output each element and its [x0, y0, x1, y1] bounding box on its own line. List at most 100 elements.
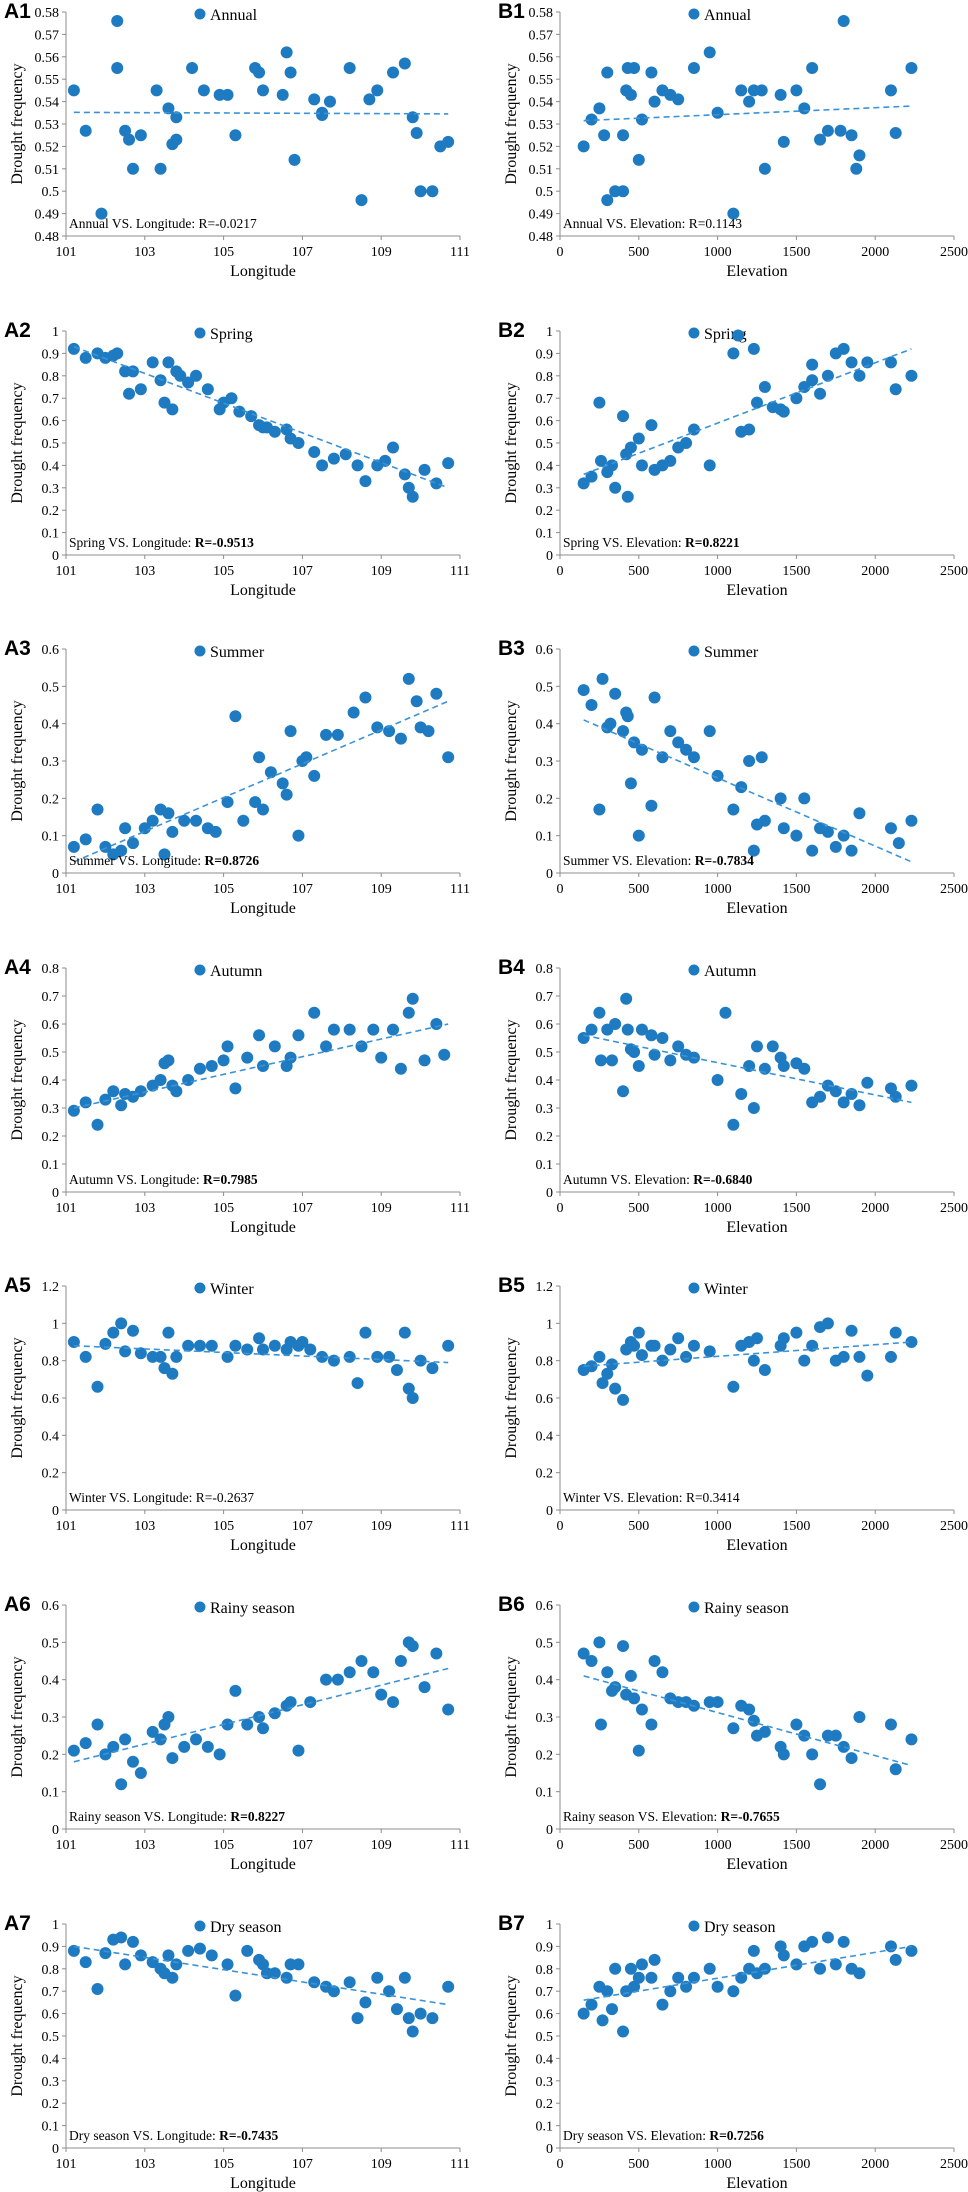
legend-marker: [194, 1601, 206, 1613]
y-tick-label: 0.2: [536, 1467, 554, 1482]
data-point: [837, 1935, 850, 1948]
data-point: [166, 403, 179, 416]
data-point: [154, 162, 167, 175]
y-tick-label: 0.8: [42, 370, 60, 385]
y-tick-label: 0.4: [536, 1074, 554, 1089]
data-point: [777, 1332, 790, 1345]
data-point: [213, 1748, 226, 1761]
y-tick-label: 0.2: [42, 1130, 60, 1145]
data-point: [617, 185, 630, 198]
data-point: [837, 1350, 850, 1363]
correlation-value: R=-0.0217: [199, 216, 257, 231]
data-point: [217, 1054, 230, 1067]
data-point: [442, 135, 455, 148]
data-point: [241, 1051, 254, 1064]
data-point: [609, 481, 622, 494]
data-point: [115, 1778, 128, 1791]
data-point: [837, 1740, 850, 1753]
data-point: [99, 1093, 112, 1106]
data-point: [170, 1350, 183, 1363]
x-tick-label: 109: [371, 2157, 392, 2172]
correlation-annotation: Rainy season VS. Longitude: R=0.8227: [69, 1809, 285, 1824]
correlation-value: R=-0.6840: [693, 1172, 752, 1187]
legend-marker: [688, 8, 700, 20]
data-point: [656, 1666, 669, 1679]
data-point: [308, 93, 321, 106]
data-point: [162, 102, 175, 115]
x-tick-label: 1000: [704, 564, 732, 579]
data-point: [343, 62, 356, 74]
data-point: [751, 1040, 763, 1053]
data-point: [774, 792, 787, 805]
x-tick-label: 111: [450, 245, 470, 260]
x-tick-label: 105: [213, 564, 234, 579]
data-point: [257, 1958, 269, 1971]
x-tick-label: 101: [56, 1201, 77, 1216]
data-point: [410, 695, 423, 708]
data-point: [225, 392, 238, 405]
data-point: [747, 1714, 760, 1727]
data-point: [727, 347, 740, 360]
panel-label-b2: B2: [498, 319, 525, 342]
y-tick-label: 0.9: [42, 347, 60, 362]
data-point: [67, 1944, 80, 1957]
x-tick-label: 500: [628, 1201, 649, 1216]
data-point: [609, 1962, 622, 1975]
data-point: [845, 129, 858, 142]
data-point: [727, 1722, 740, 1735]
data-point: [837, 14, 850, 27]
legend-label: Spring: [210, 326, 253, 343]
data-point: [99, 1947, 112, 1960]
data-point: [371, 1971, 384, 1984]
data-point: [402, 1382, 415, 1395]
data-point: [229, 1989, 242, 2002]
data-point: [158, 396, 171, 409]
data-point: [166, 1367, 179, 1380]
panel-label-b3: B3: [498, 637, 525, 660]
y-tick-label: 0.7: [536, 392, 554, 407]
x-tick-label: 0: [557, 1519, 564, 1534]
x-axis-title: Elevation: [726, 900, 787, 917]
data-point: [257, 1343, 269, 1356]
x-tick-label: 1000: [704, 882, 732, 897]
data-point: [288, 153, 301, 166]
data-point: [260, 421, 273, 434]
panel-label-b6: B6: [498, 1593, 525, 1616]
data-point: [601, 1367, 614, 1380]
y-tick-label: 0.51: [35, 163, 60, 178]
data-point: [861, 1369, 874, 1382]
data-point: [617, 1640, 630, 1653]
data-point: [585, 699, 598, 711]
data-point: [182, 1944, 195, 1957]
y-tick-label: 0.4: [42, 459, 60, 474]
data-point: [67, 1336, 80, 1348]
data-point: [850, 162, 863, 175]
data-point: [664, 1054, 677, 1067]
correlation-annotation: Winter VS. Elevation: R=0.3414: [563, 1490, 740, 1505]
data-point: [905, 1079, 918, 1092]
correlation-prefix: Summer VS. Elevation:: [563, 853, 695, 868]
data-point: [806, 358, 819, 371]
y-tick-label: 0.6: [536, 643, 554, 658]
data-point: [182, 1339, 195, 1352]
y-tick-label: 0.2: [42, 504, 60, 519]
data-point: [617, 1085, 630, 1098]
data-point: [577, 684, 590, 697]
data-point: [115, 1317, 128, 1330]
data-point: [292, 829, 305, 842]
data-point: [390, 2003, 403, 2016]
data-point: [632, 1971, 645, 1984]
trend-line: [73, 1667, 449, 1763]
data-point: [363, 93, 376, 106]
data-point: [884, 356, 897, 369]
data-point: [418, 1681, 431, 1694]
trend-line: [583, 719, 912, 863]
data-point: [884, 1940, 897, 1953]
data-point: [601, 1985, 614, 1998]
data-point: [134, 1767, 147, 1779]
y-tick-label: 0.49: [35, 208, 60, 223]
data-point: [193, 1339, 206, 1352]
data-point: [95, 207, 108, 220]
y-tick-label: 0: [546, 867, 553, 882]
